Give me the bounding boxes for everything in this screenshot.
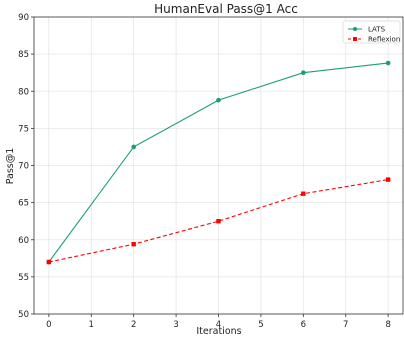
legend: LATS Reflexion [342,20,401,44]
data-point-reflexion [46,259,52,265]
x-tick-label: 0 [46,320,51,330]
y-tick-label: 50 [18,310,29,320]
data-point-reflexion [131,242,136,247]
data-point-lats [385,60,391,66]
x-tick-label: 6 [301,320,306,330]
y-tick-label: 65 [18,199,29,209]
legend-label-reflexion: Reflexion [368,36,400,44]
grid-layer [34,16,403,315]
y-tick-label: 55 [18,273,29,283]
data-point-reflexion [301,191,306,196]
legend-marker-reflexion [353,37,357,41]
data-point-lats [301,70,306,75]
y-tick-label: 90 [18,13,29,23]
series-reflexion [46,177,391,265]
y-axis-label: Pass@1 [5,148,16,185]
series-lats [46,60,391,265]
y-tick-label: 60 [18,236,29,246]
x-tick-label: 2 [131,320,136,330]
y-tick-label: 70 [18,162,29,172]
data-point-lats [216,97,221,103]
x-tick-label: 7 [343,320,348,330]
legend-marker-lats [353,27,357,31]
x-tick-label: 4 [216,320,221,330]
chart-title: HumanEval Pass@1 Acc [154,2,298,16]
legend-box [342,20,401,44]
y-axis-ticks: 50 55 60 65 70 75 80 85 90 [18,13,34,320]
series-layer [46,60,391,265]
data-point-reflexion [216,218,221,224]
data-point-reflexion [385,177,391,182]
y-tick-label: 85 [18,50,29,60]
y-tick-label: 75 [18,124,29,134]
x-axis-ticks: 0 1 2 3 4 5 6 7 8 [46,314,391,330]
data-point-lats [131,144,136,150]
x-axis-label: Iterations [196,326,241,337]
y-tick-label: 80 [18,87,29,97]
legend-label-lats: LATS [368,26,386,34]
x-tick-label: 1 [89,320,94,330]
x-tick-label: 3 [173,320,178,330]
x-tick-label: 5 [258,320,263,330]
x-tick-label: 8 [385,320,390,330]
